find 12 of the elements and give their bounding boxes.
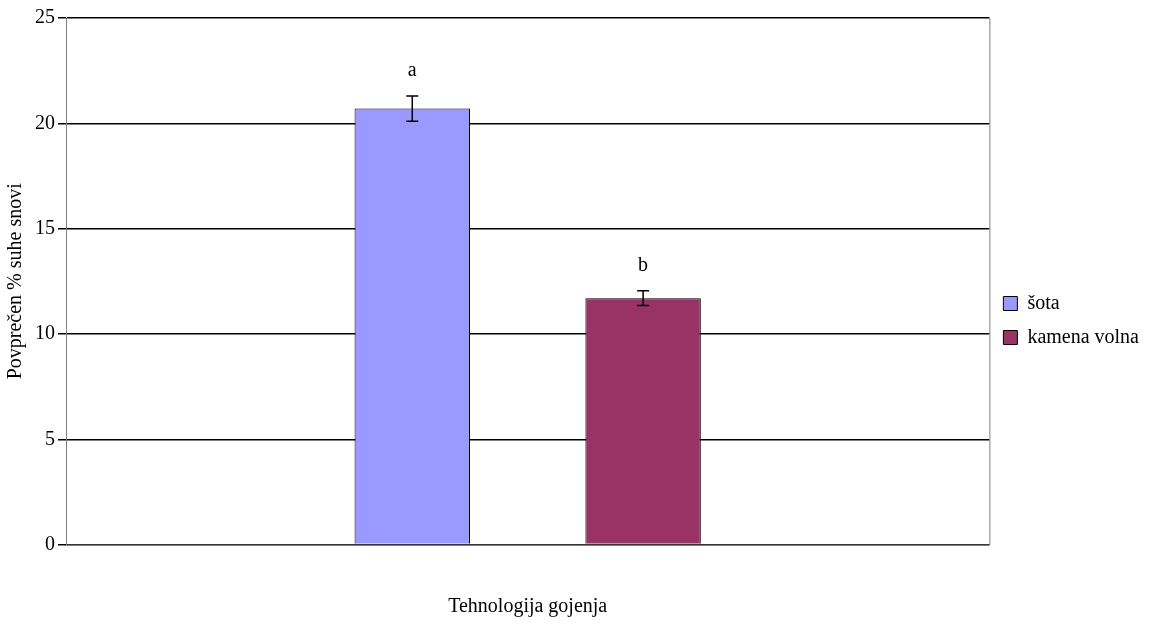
y-axis-title: Povprečen % suhe snovi <box>3 182 27 380</box>
y-tick-label: 25 <box>35 5 55 28</box>
y-tick-label: 0 <box>45 531 55 554</box>
y-tick-label: 5 <box>45 426 55 449</box>
legend-label: šota <box>1027 290 1060 313</box>
annotation: b <box>638 252 649 275</box>
y-tick-label: 10 <box>35 321 55 344</box>
legend-label: kamena volna <box>1027 324 1140 347</box>
y-tick-label: 15 <box>35 215 55 238</box>
y-tick-label: 20 <box>35 110 55 133</box>
annotation: a <box>407 57 417 80</box>
x-axis-title: Tehnologija gojenja <box>448 594 608 618</box>
